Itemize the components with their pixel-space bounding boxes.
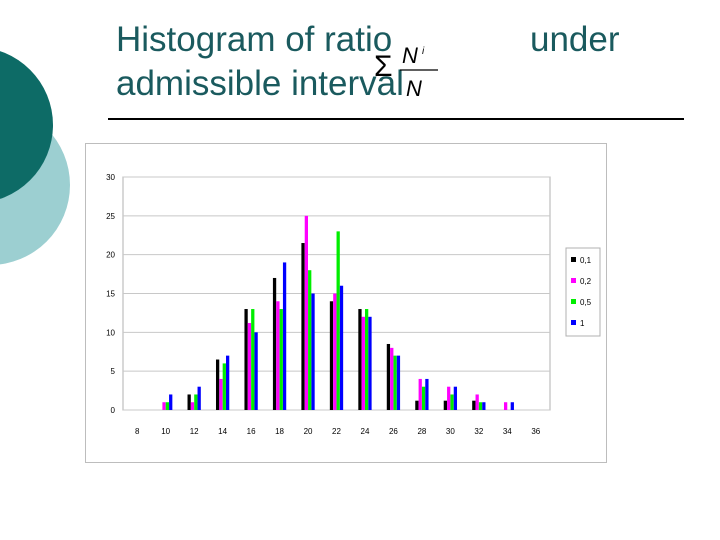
bar-32-series-2 [478, 402, 483, 410]
x-tick-label-9: 26 [389, 427, 398, 436]
histogram-chart: 0 5 10 15 20 25 30 8 10 12 14 16 18 20 22 24 26 28 30 32 34… [85, 143, 607, 463]
sum-fraction-formula: Σ N i N [374, 43, 438, 101]
decorative-circles [0, 51, 70, 265]
x-tick-label-13: 34 [503, 427, 512, 436]
y-tick-label-6: 30 [106, 173, 115, 182]
bar-16-series-3 [254, 332, 258, 410]
bar-20-series-1 [304, 215, 309, 410]
x-tick-label-14: 36 [531, 427, 540, 436]
bar-12-series-3 [197, 386, 201, 410]
bar-10-series-3 [169, 394, 173, 410]
x-tick-label-2: 12 [190, 427, 199, 436]
slide-title-continuation: under [530, 20, 620, 59]
bar-32-series-1 [475, 394, 479, 410]
bar-18-series-3 [282, 262, 287, 410]
legend-swatch-3 [571, 320, 576, 325]
bar-32-series-3 [482, 402, 486, 410]
svg-text:Σ: Σ [374, 50, 393, 83]
bar-20-series-2 [308, 270, 312, 410]
legend-swatch-2 [571, 299, 576, 304]
bar-30-series-1 [447, 386, 451, 410]
bar-22-series-1 [333, 293, 337, 410]
histogram-svg: 0 5 10 15 20 25 30 8 10 12 14 16 18 20 22 24 26 28 30 32 34… [106, 173, 601, 436]
y-tick-label-1: 5 [111, 367, 116, 376]
bar-26-series-0 [386, 343, 391, 410]
bar-24-series-0 [358, 309, 362, 410]
bar-12-series-2 [194, 394, 198, 410]
bar-14-series-1 [219, 378, 223, 410]
legend-label-2: 0,5 [580, 298, 592, 307]
bar-30-series-0 [443, 400, 447, 410]
legend-label-0: 0,1 [580, 256, 592, 265]
y-tick-labels: 0 5 10 15 20 25 30 [106, 173, 115, 415]
bars [162, 215, 514, 410]
svg-text:N: N [406, 76, 422, 101]
dark-teal-circle [0, 51, 53, 199]
svg-text:N: N [402, 43, 418, 68]
y-tick-label-0: 0 [111, 406, 116, 415]
bar-18-series-2 [279, 309, 283, 410]
bar-30-series-2 [450, 394, 454, 410]
legend-swatch-1 [571, 278, 576, 283]
bar-16-series-0 [244, 309, 248, 410]
bar-28-series-0 [415, 400, 419, 410]
x-tick-label-1: 10 [161, 427, 170, 436]
bar-10-series-1 [162, 402, 166, 410]
slide-title: Histogram of ratio admissible interval [116, 18, 404, 106]
x-tick-label-5: 18 [275, 427, 284, 436]
bar-18-series-1 [276, 301, 280, 410]
legend-label-1: 0,2 [580, 277, 592, 286]
x-tick-label-12: 32 [474, 427, 483, 436]
bar-24-series-3 [368, 316, 372, 410]
bar-22-series-0 [329, 301, 334, 410]
svg-text:i: i [422, 46, 425, 57]
bar-22-series-2 [336, 231, 340, 410]
x-tick-labels: 8 10 12 14 16 18 20 22 24 26 28 30 32 34 36 [135, 427, 541, 436]
title-underline [108, 118, 684, 120]
bar-24-series-1 [361, 316, 365, 410]
bar-18-series-0 [272, 277, 277, 410]
x-tick-label-6: 20 [304, 427, 313, 436]
grid-lines [122, 176, 551, 411]
bar-12-series-1 [190, 402, 195, 410]
bar-22-series-3 [339, 285, 344, 410]
x-tick-label-0: 8 [135, 427, 140, 436]
bar-26-series-3 [396, 355, 401, 410]
bar-24-series-2 [364, 309, 369, 410]
x-tick-label-10: 28 [417, 427, 426, 436]
bar-26-series-2 [393, 355, 397, 410]
y-tick-label-3: 15 [106, 290, 115, 299]
legend: 0,1 0,2 0,5 1 [565, 247, 601, 337]
bar-16-series-2 [251, 309, 255, 410]
bar-34-series-3 [510, 402, 514, 410]
bar-16-series-1 [247, 323, 252, 410]
bar-12-series-0 [187, 394, 191, 410]
bar-14-series-3 [226, 355, 230, 410]
y-tick-label-5: 25 [106, 212, 115, 221]
x-tick-label-11: 30 [446, 427, 455, 436]
bar-10-series-2 [165, 402, 170, 410]
bar-20-series-3 [311, 293, 315, 410]
x-tick-label-4: 16 [247, 427, 256, 436]
bar-32-series-0 [472, 400, 476, 410]
bar-28-series-2 [421, 386, 426, 410]
bar-34-series-1 [503, 402, 508, 410]
bar-28-series-3 [425, 378, 429, 410]
bar-20-series-0 [301, 243, 305, 410]
bar-14-series-0 [215, 359, 220, 410]
bar-14-series-2 [222, 363, 226, 410]
x-tick-label-7: 22 [332, 427, 341, 436]
y-tick-label-4: 20 [106, 251, 115, 260]
legend-label-3: 1 [580, 319, 585, 328]
x-tick-label-8: 24 [361, 427, 370, 436]
slide-title-line1: Histogram of ratio [116, 20, 393, 59]
legend-swatch-0 [571, 257, 576, 262]
y-tick-label-2: 10 [106, 328, 115, 337]
bar-26-series-1 [390, 347, 394, 410]
bar-28-series-1 [418, 378, 422, 410]
slide-title-line2: admissible interval [116, 64, 404, 103]
x-tick-label-3: 14 [218, 427, 227, 436]
bar-30-series-3 [453, 386, 458, 410]
